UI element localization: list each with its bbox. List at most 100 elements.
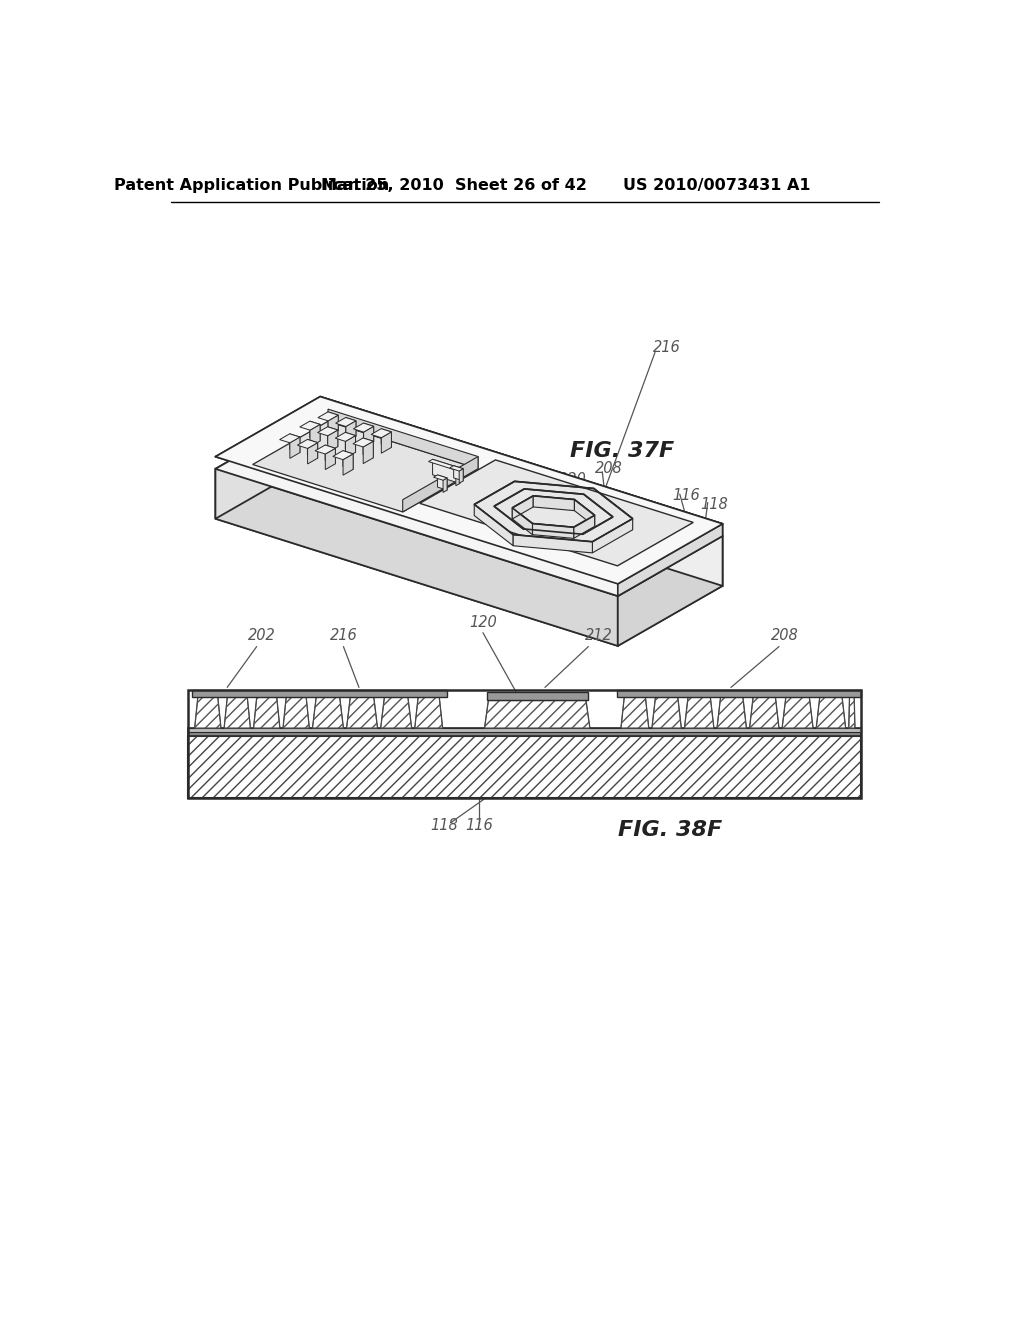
Polygon shape <box>315 445 336 454</box>
Polygon shape <box>333 450 353 459</box>
Polygon shape <box>371 429 391 438</box>
Polygon shape <box>617 524 723 597</box>
Bar <box>188 689 861 797</box>
Polygon shape <box>652 697 681 729</box>
Polygon shape <box>573 515 595 539</box>
Polygon shape <box>312 697 343 729</box>
Polygon shape <box>321 409 723 586</box>
Polygon shape <box>364 438 374 458</box>
Text: FIG. 38F: FIG. 38F <box>618 820 723 840</box>
Polygon shape <box>317 426 338 436</box>
Bar <box>188 729 861 737</box>
Polygon shape <box>513 535 593 553</box>
Polygon shape <box>346 421 356 442</box>
Polygon shape <box>345 433 355 453</box>
Polygon shape <box>532 524 573 539</box>
Polygon shape <box>328 412 338 430</box>
Polygon shape <box>574 499 595 527</box>
Polygon shape <box>432 459 460 483</box>
Text: 216: 216 <box>652 339 681 355</box>
Bar <box>188 737 861 797</box>
Polygon shape <box>290 434 300 453</box>
Polygon shape <box>215 409 723 597</box>
Polygon shape <box>195 697 221 729</box>
Polygon shape <box>215 409 321 519</box>
Polygon shape <box>402 457 478 512</box>
Polygon shape <box>317 412 338 421</box>
Polygon shape <box>328 409 478 469</box>
Polygon shape <box>297 440 317 449</box>
Text: US 2010/0073431 A1: US 2010/0073431 A1 <box>624 178 811 193</box>
Polygon shape <box>450 466 463 471</box>
Text: 116: 116 <box>465 818 493 833</box>
Bar <box>188 737 861 797</box>
Polygon shape <box>459 469 463 483</box>
Polygon shape <box>456 467 460 486</box>
Polygon shape <box>336 417 356 426</box>
Polygon shape <box>474 504 513 545</box>
Text: 202: 202 <box>289 471 316 486</box>
Polygon shape <box>321 396 723 536</box>
Polygon shape <box>364 424 374 442</box>
Text: 208: 208 <box>771 628 799 643</box>
Polygon shape <box>684 697 714 729</box>
Text: 118: 118 <box>430 818 458 833</box>
Polygon shape <box>437 475 447 490</box>
Polygon shape <box>345 436 355 458</box>
Polygon shape <box>343 450 353 470</box>
Polygon shape <box>593 519 633 553</box>
Polygon shape <box>280 434 300 442</box>
Polygon shape <box>381 432 391 453</box>
Text: 212: 212 <box>494 459 521 474</box>
Polygon shape <box>353 424 374 432</box>
Polygon shape <box>254 697 280 729</box>
Polygon shape <box>307 442 317 463</box>
Polygon shape <box>328 414 338 437</box>
Bar <box>191 689 446 697</box>
Polygon shape <box>512 508 532 535</box>
Text: 216: 216 <box>330 628 357 643</box>
Polygon shape <box>346 417 356 436</box>
Text: 208: 208 <box>595 461 623 477</box>
Polygon shape <box>617 536 723 645</box>
Polygon shape <box>326 445 336 463</box>
Polygon shape <box>364 426 374 447</box>
Polygon shape <box>224 697 251 729</box>
Polygon shape <box>310 421 321 441</box>
Polygon shape <box>420 459 693 566</box>
Polygon shape <box>621 697 649 729</box>
Polygon shape <box>381 697 412 729</box>
Bar <box>617 689 861 697</box>
Text: Patent Application Publication: Patent Application Publication <box>115 178 389 193</box>
Text: 120: 120 <box>558 473 586 487</box>
Polygon shape <box>326 449 336 470</box>
Polygon shape <box>290 437 300 458</box>
Bar <box>188 729 861 733</box>
Polygon shape <box>335 433 355 441</box>
Polygon shape <box>782 697 813 729</box>
Polygon shape <box>300 421 321 430</box>
Polygon shape <box>307 440 317 458</box>
Polygon shape <box>433 475 447 480</box>
Polygon shape <box>215 396 723 583</box>
Polygon shape <box>310 425 321 446</box>
Polygon shape <box>816 697 846 729</box>
Text: FIG. 37F: FIG. 37F <box>570 441 675 461</box>
Text: 118: 118 <box>700 498 728 512</box>
Polygon shape <box>215 459 723 645</box>
Polygon shape <box>429 459 460 470</box>
Polygon shape <box>849 697 855 729</box>
Text: Mar. 25, 2010  Sheet 26 of 42: Mar. 25, 2010 Sheet 26 of 42 <box>321 178 587 193</box>
Polygon shape <box>346 697 378 729</box>
Polygon shape <box>343 454 353 475</box>
Polygon shape <box>415 697 442 729</box>
Polygon shape <box>381 429 391 447</box>
Polygon shape <box>717 697 746 729</box>
Polygon shape <box>750 697 779 729</box>
Polygon shape <box>353 438 374 447</box>
Polygon shape <box>443 478 447 492</box>
Polygon shape <box>215 469 617 645</box>
Polygon shape <box>283 697 309 729</box>
Polygon shape <box>484 701 590 729</box>
Text: 202: 202 <box>248 628 275 643</box>
